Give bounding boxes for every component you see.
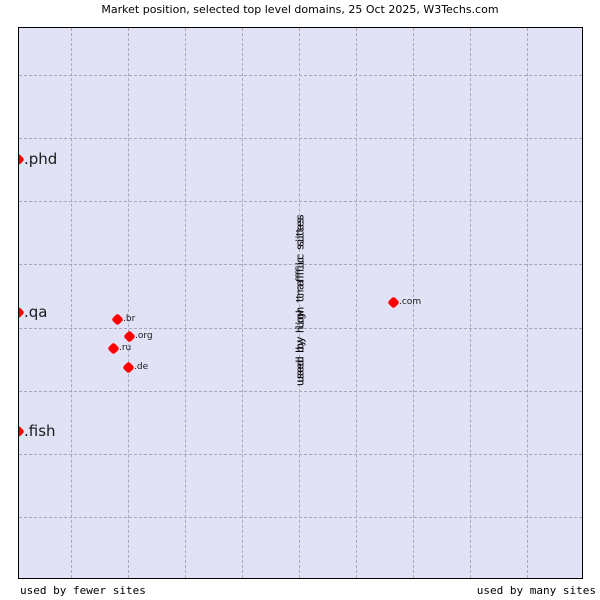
gridline-vertical: [356, 28, 357, 578]
gridline-horizontal: [19, 75, 582, 76]
data-point-marker: [386, 295, 400, 309]
x-axis-label-right: used by many sites: [476, 584, 596, 597]
data-point-label: .de: [134, 362, 149, 372]
data-point-label: .ru: [119, 343, 132, 353]
data-point-label: .org: [135, 331, 153, 341]
data-point-label: .qa: [24, 303, 48, 321]
x-axis-label-left: used by fewer sites: [20, 584, 146, 597]
data-point-label: .br: [123, 314, 136, 324]
gridline-horizontal: [19, 454, 582, 455]
chart-title: Market position, selected top level doma…: [101, 3, 499, 16]
data-point-marker: [122, 329, 136, 343]
gridline-horizontal: [19, 201, 582, 202]
data-point-label: .com: [399, 297, 422, 307]
gridline-vertical: [527, 28, 528, 578]
data-point-marker: [106, 341, 120, 355]
gridline-horizontal: [19, 517, 582, 518]
data-point-marker: [121, 360, 135, 374]
y-axis-label-bottom-wrap: used by low traffic sites: [0, 217, 307, 524]
data-point-marker: [110, 312, 124, 326]
gridline-vertical: [242, 28, 243, 578]
data-point-label: .phd: [24, 150, 58, 168]
y-axis-label-top-wrap: used by high traffic sites: [0, 0, 307, 386]
gridline-horizontal: [19, 138, 582, 139]
gridline-vertical: [185, 28, 186, 578]
gridline-vertical: [470, 28, 471, 578]
gridline-vertical: [71, 28, 72, 578]
gridline-horizontal: [19, 391, 582, 392]
data-point-label: .fish: [24, 422, 56, 440]
gridline-vertical: [128, 28, 129, 578]
y-axis-label-bottom: used by low traffic sites: [293, 217, 307, 383]
